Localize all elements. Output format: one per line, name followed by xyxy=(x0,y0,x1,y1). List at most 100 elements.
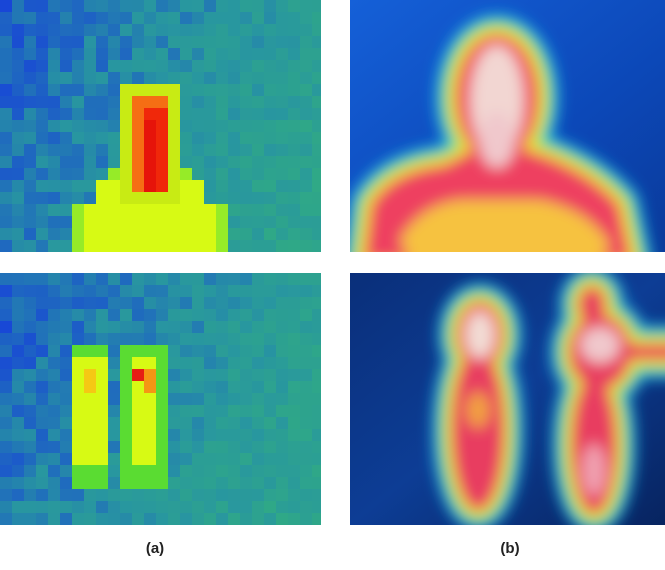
thermal-pixel xyxy=(84,144,97,157)
thermal-pixel xyxy=(240,369,253,382)
thermal-pixel xyxy=(36,60,49,73)
thermal-pixel xyxy=(120,477,133,490)
thermal-pixel xyxy=(96,216,109,229)
thermal-pixel xyxy=(72,192,85,205)
thermal-pixel xyxy=(48,48,61,61)
thermal-pixel xyxy=(132,417,145,430)
thermal-pixel xyxy=(216,297,229,310)
thermal-pixel xyxy=(144,513,157,526)
thermal-pixel xyxy=(108,144,121,157)
thermal-pixel xyxy=(300,48,313,61)
thermal-pixel xyxy=(216,501,229,514)
thermal-pixel xyxy=(156,0,169,13)
thermal-pixel xyxy=(132,297,145,310)
thermal-pixel xyxy=(312,501,325,514)
thermal-pixel xyxy=(60,513,73,526)
thermal-pixel xyxy=(288,84,301,97)
thermal-pixel xyxy=(252,333,265,346)
thermal-pixel xyxy=(180,513,193,526)
thermal-pixel xyxy=(216,144,229,157)
thermal-pixel xyxy=(216,120,229,133)
thermal-pixel xyxy=(312,417,325,430)
thermal-pixel xyxy=(0,393,13,406)
thermal-pixel xyxy=(264,120,277,133)
thermal-pixel xyxy=(24,309,37,322)
thermal-pixel xyxy=(36,273,49,286)
thermal-pixel xyxy=(312,36,325,49)
thermal-pixel xyxy=(96,357,109,370)
thermal-pixel xyxy=(48,357,61,370)
thermal-pixel xyxy=(156,36,169,49)
thermal-pixel xyxy=(0,24,13,37)
thermal-pixel xyxy=(264,108,277,121)
panel-label: (a) xyxy=(146,540,164,557)
thermal-pixel xyxy=(108,204,121,217)
thermal-pixel xyxy=(168,285,181,298)
thermal-pixel xyxy=(36,285,49,298)
thermal-pixel xyxy=(120,24,133,37)
thermal-pixel xyxy=(300,453,313,466)
thermal-pixel xyxy=(132,132,145,145)
thermal-pixel xyxy=(312,0,325,13)
thermal-pixel xyxy=(240,309,253,322)
thermal-pixel xyxy=(192,273,205,286)
thermal-pixel xyxy=(144,369,157,382)
thermal-pixel xyxy=(12,12,25,25)
thermal-pixel xyxy=(48,84,61,97)
thermal-pixel xyxy=(72,216,85,229)
thermal-pixel xyxy=(108,345,121,358)
thermal-pixel xyxy=(168,24,181,37)
thermal-pixel xyxy=(108,132,121,145)
thermal-pixel xyxy=(108,72,121,85)
thermal-pixel xyxy=(12,381,25,394)
thermal-pixel xyxy=(120,333,133,346)
thermal-pixel xyxy=(300,168,313,181)
thermal-pixel xyxy=(72,441,85,454)
thermal-pixel xyxy=(312,108,325,121)
thermal-pixel xyxy=(168,84,181,97)
thermal-pixel xyxy=(300,84,313,97)
thermal-pixel xyxy=(180,453,193,466)
thermal-pixel xyxy=(264,216,277,229)
thermal-pixel xyxy=(72,84,85,97)
thermal-pixel xyxy=(204,477,217,490)
thermal-pixel xyxy=(288,72,301,85)
thermal-pixel xyxy=(228,405,241,418)
thermal-pixel xyxy=(36,228,49,241)
thermal-pixel xyxy=(264,309,277,322)
thermal-pixel xyxy=(36,309,49,322)
thermal-pixel xyxy=(180,168,193,181)
thermal-pixel xyxy=(252,441,265,454)
thermal-pixel xyxy=(192,156,205,169)
thermal-pixel xyxy=(204,273,217,286)
thermal-pixel xyxy=(312,60,325,73)
thermal-pixel xyxy=(0,405,13,418)
thermal-pixel xyxy=(72,405,85,418)
thermal-pixel xyxy=(288,405,301,418)
thermal-pixel xyxy=(0,429,13,442)
thermal-pixel xyxy=(24,12,37,25)
thermal-pixel xyxy=(228,48,241,61)
thermal-pixel xyxy=(288,216,301,229)
thermal-pixel xyxy=(108,168,121,181)
thermal-pixel xyxy=(0,72,13,85)
panel-label: (b) xyxy=(500,540,519,557)
thermal-pixel xyxy=(24,72,37,85)
thermal-pixel xyxy=(0,228,13,241)
thermal-pixel xyxy=(60,501,73,514)
thermal-pixel xyxy=(144,273,157,286)
thermal-pixel xyxy=(264,405,277,418)
thermal-pixel xyxy=(60,321,73,334)
thermal-pixel xyxy=(240,60,253,73)
thermal-pixel xyxy=(240,417,253,430)
thermal-pixel xyxy=(168,120,181,133)
thermal-pixel xyxy=(12,465,25,478)
thermal-pixel xyxy=(96,156,109,169)
thermal-pixel xyxy=(48,120,61,133)
thermal-pixel xyxy=(0,180,13,193)
thermal-pixel xyxy=(192,429,205,442)
thermal-pixel xyxy=(132,168,145,181)
thermal-pixel xyxy=(312,204,325,217)
thermal-pixel xyxy=(228,285,241,298)
thermal-pixel xyxy=(132,453,145,466)
